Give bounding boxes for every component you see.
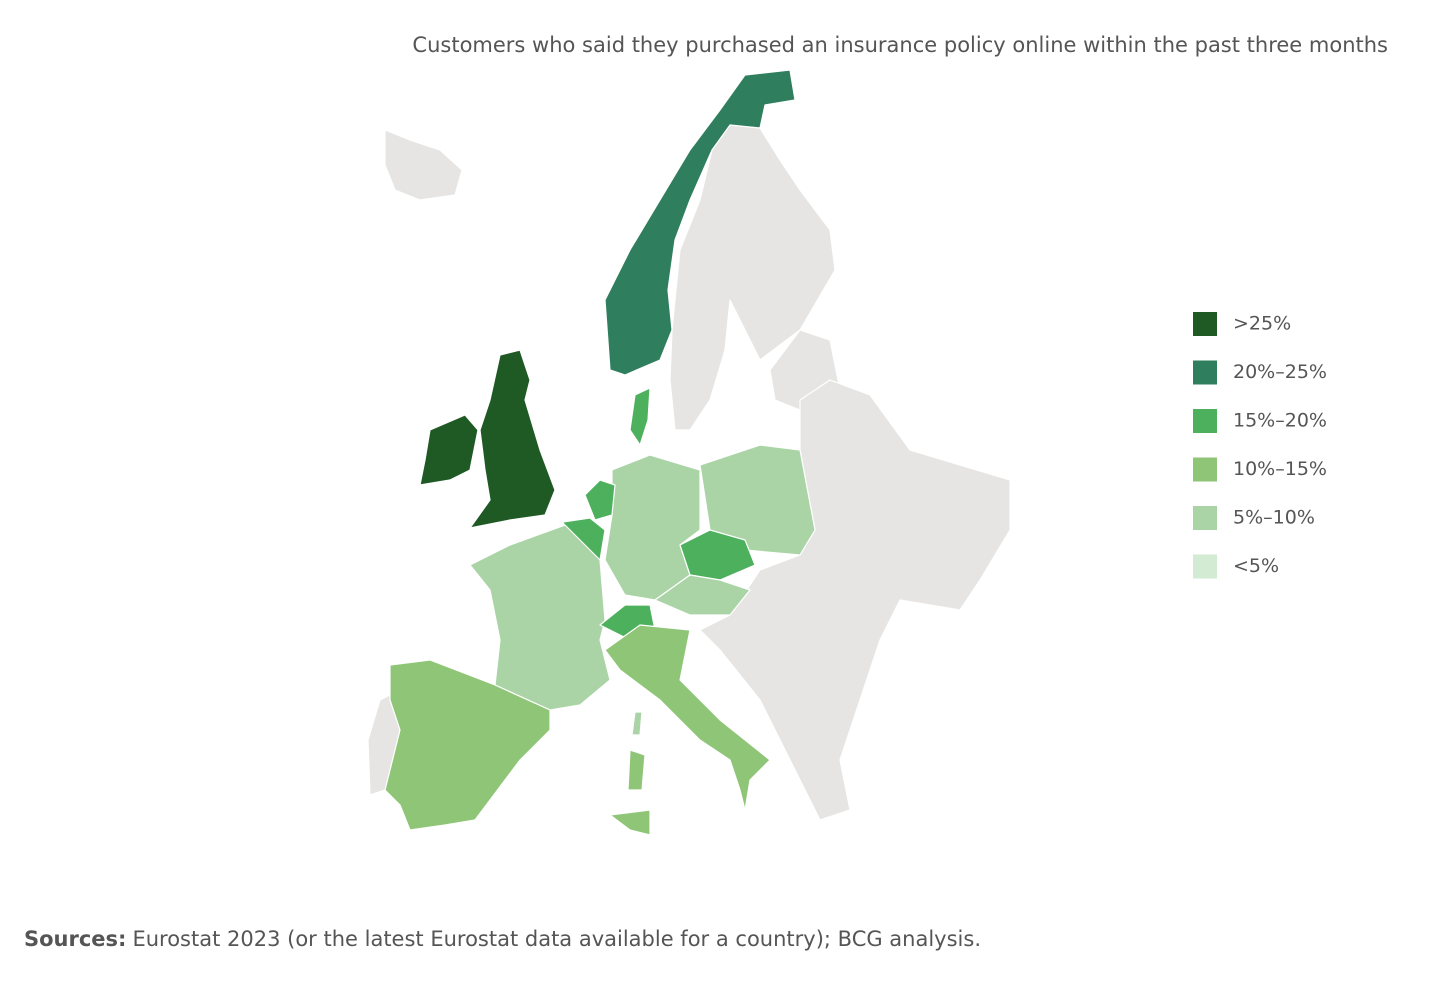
region bbox=[384, 659, 551, 831]
legend-swatch bbox=[1193, 312, 1217, 336]
legend-swatch bbox=[1193, 554, 1217, 579]
sources: Sources: Eurostat 2023 (or the latest Eur… bbox=[24, 927, 981, 951]
legend: >25% 20%–25% 15%–20% 10%–15% 5%–10% <5% bbox=[1193, 312, 1327, 579]
region bbox=[604, 624, 771, 811]
legend-label: 15%–20% bbox=[1233, 410, 1327, 432]
map-title: Customers who said they purchased an ins… bbox=[412, 33, 1388, 57]
legend-label: >25% bbox=[1233, 313, 1291, 335]
region bbox=[629, 387, 651, 446]
map bbox=[367, 69, 1011, 836]
region bbox=[384, 129, 463, 201]
legend-label: 5%–10% bbox=[1233, 507, 1315, 529]
region bbox=[584, 479, 616, 521]
legend-swatch bbox=[1193, 360, 1217, 385]
region bbox=[469, 349, 556, 529]
legend-label: 20%–25% bbox=[1233, 361, 1327, 383]
region bbox=[469, 524, 611, 711]
region bbox=[654, 574, 751, 616]
legend-label: 10%–15% bbox=[1233, 458, 1327, 480]
legend-label: <5% bbox=[1233, 555, 1279, 577]
region bbox=[609, 809, 651, 836]
legend-swatch bbox=[1193, 409, 1217, 433]
region bbox=[419, 414, 479, 486]
region bbox=[627, 749, 646, 791]
sources-text: Eurostat 2023 (or the latest Eurostat da… bbox=[132, 927, 981, 951]
legend-swatch bbox=[1193, 506, 1217, 530]
region bbox=[604, 69, 796, 376]
region bbox=[631, 711, 643, 736]
region bbox=[699, 379, 1011, 821]
legend-swatch bbox=[1193, 457, 1217, 482]
sources-label: Sources: bbox=[24, 927, 126, 951]
